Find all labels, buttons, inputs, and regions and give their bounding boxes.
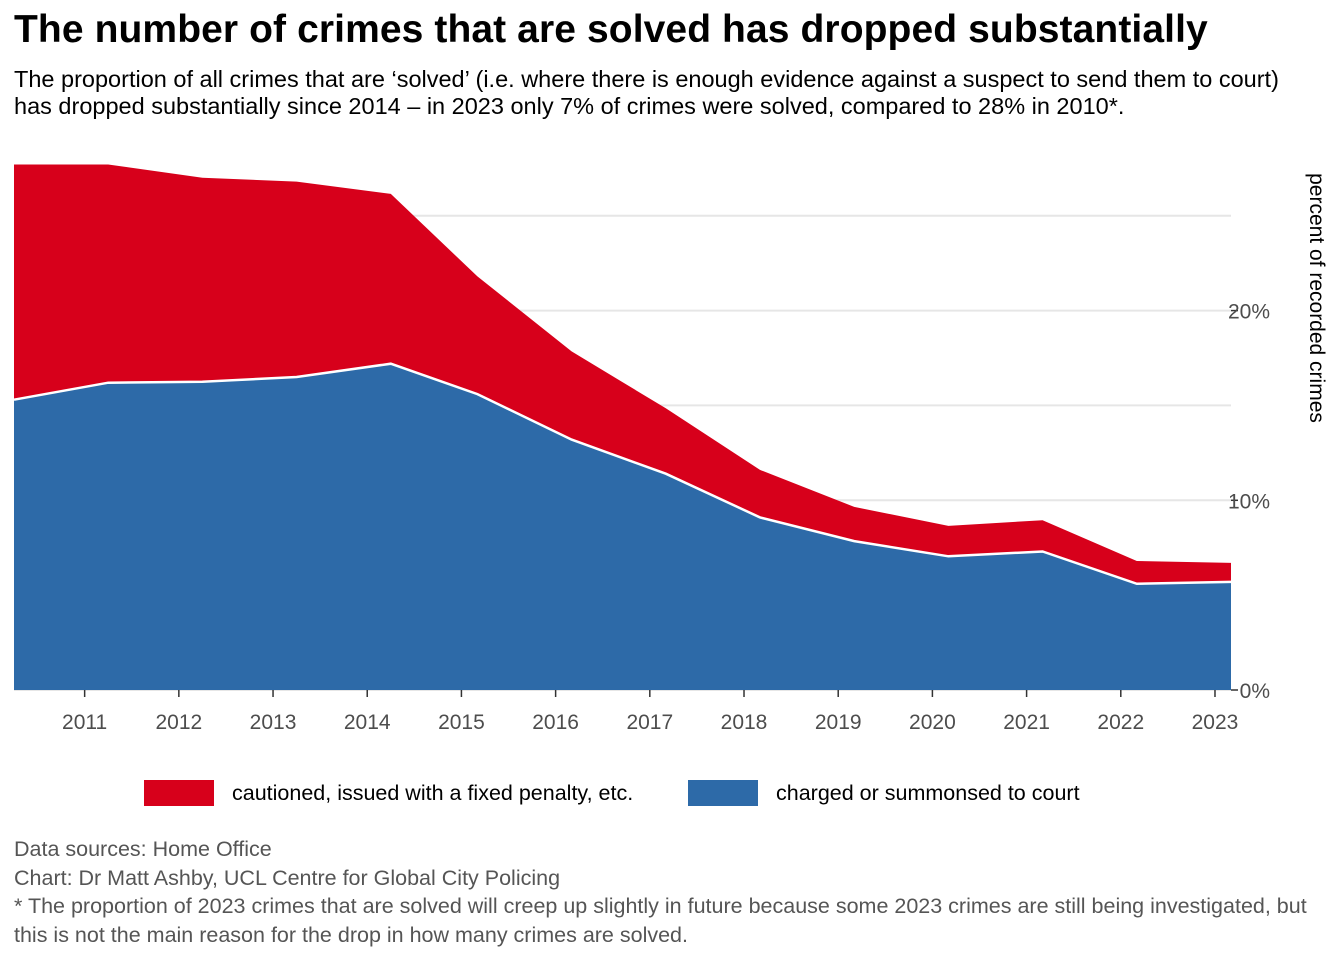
y-tick-label-20: 20% <box>1228 301 1270 324</box>
x-tick-label-2022: 2022 <box>1097 711 1144 734</box>
y-tick-label-0: 0% <box>1240 680 1270 703</box>
legend-swatch-charged <box>688 780 758 806</box>
axes: 2011 2012 2013 2014 2015 2016 2017 2018 2019 2020… <box>62 173 1328 734</box>
x-tick-label-2023: 2023 <box>1192 711 1239 734</box>
legend-item-charged: charged or summonsed to court <box>688 778 1080 808</box>
legend-item-cautioned: cautioned, issued with a fixed penalty, … <box>144 778 633 808</box>
chart-subtitle: The proportion of all crimes that are ‘s… <box>14 66 1279 119</box>
x-tick-label-2013: 2013 <box>250 711 297 734</box>
chart-title: The number of crimes that are solved has… <box>14 8 1208 51</box>
legend-label-cautioned: cautioned, issued with a fixed penalty, … <box>232 780 634 805</box>
x-tick-label-2011: 2011 <box>62 711 107 734</box>
chart-legend: cautioned, issued with a fixed penalty, … <box>0 778 1344 808</box>
area-chart: 2011 2012 2013 2014 2015 2016 2017 2018 2019 2020… <box>13 164 1328 734</box>
y-axis-title: percent of recorded crimes <box>1305 173 1328 423</box>
legend-label-charged: charged or summonsed to court <box>776 780 1080 805</box>
x-tick-label-2017: 2017 <box>626 711 673 734</box>
area-cautioned <box>14 164 1231 584</box>
area-series <box>13 164 1232 690</box>
x-tick-label-2020: 2020 <box>909 711 956 734</box>
x-tick-label-2015: 2015 <box>438 711 485 734</box>
x-tick-label-2016: 2016 <box>532 711 579 734</box>
caption-note: * The proportion of 2023 crimes that are… <box>14 894 1307 947</box>
area-charged <box>14 363 1231 690</box>
caption-sources: Data sources: Home Office <box>14 837 272 861</box>
x-tick-label-2018: 2018 <box>721 711 768 734</box>
caption-credit: Chart: Dr Matt Ashby, UCL Centre for Glo… <box>14 865 561 890</box>
legend-swatch-cautioned <box>144 780 214 806</box>
chart-caption: Data sources: Home Office Chart: Dr Matt… <box>14 835 1324 949</box>
x-tick-label-2012: 2012 <box>155 711 202 734</box>
x-tick-label-2014: 2014 <box>344 711 391 734</box>
y-tick-label-10: 10% <box>1228 490 1270 513</box>
x-tick-label-2019: 2019 <box>815 711 862 734</box>
series-boundary-line <box>13 362 1232 586</box>
x-tick-label-2021: 2021 <box>1003 711 1050 734</box>
